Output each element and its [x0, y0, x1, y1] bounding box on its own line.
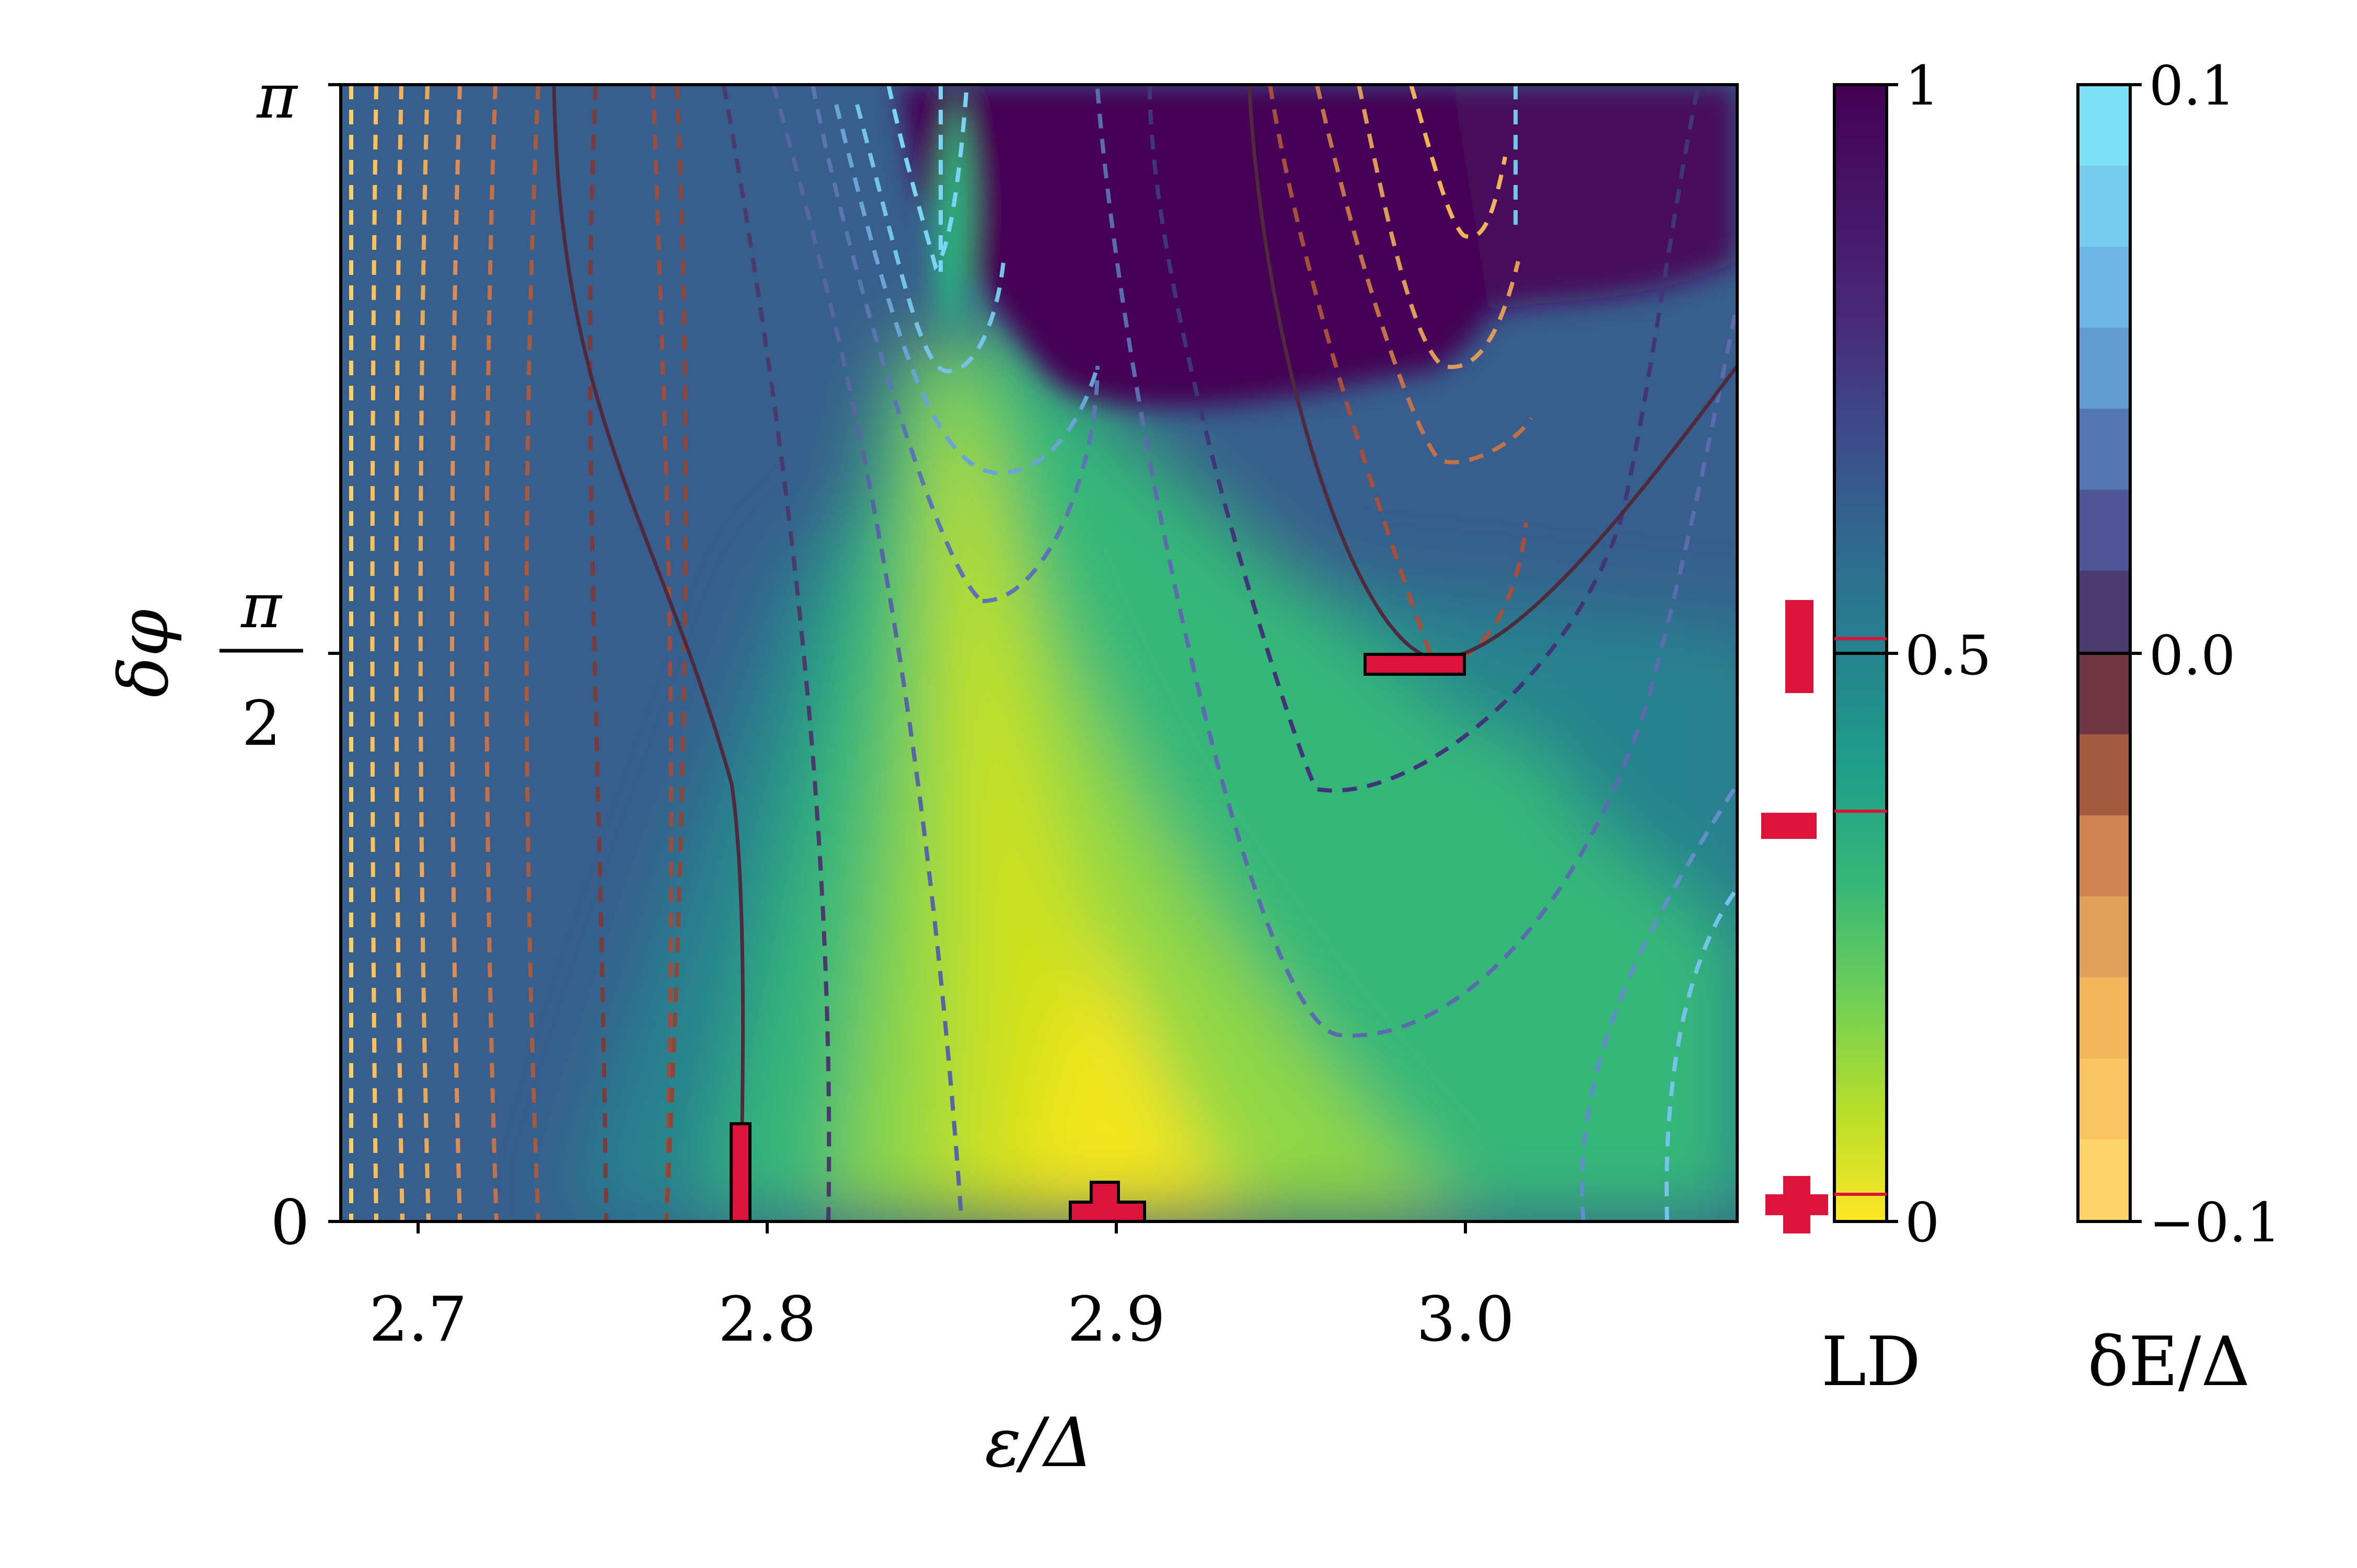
de-tick-label-2: 0.0	[2149, 624, 2235, 687]
heatmap-panel	[341, 85, 1737, 1221]
x-tick-label-1: 2.7	[369, 1283, 467, 1355]
ld-tick-label-2: 0.5	[1905, 624, 1991, 687]
x-tick-label-4: 3.0	[1416, 1283, 1515, 1355]
de-bin-9	[2078, 734, 2130, 816]
red-markers	[730, 653, 1466, 1221]
de-bin-2	[2078, 166, 2130, 247]
x-tick-label-2: 2.8	[718, 1283, 816, 1355]
y-tick-label-half-num: π	[240, 570, 283, 642]
de-tick-label-1: −0.1	[2149, 1191, 2281, 1254]
de-bin-6	[2078, 490, 2130, 571]
de-bin-5	[2078, 409, 2130, 490]
de-bin-8	[2078, 653, 2130, 735]
marker-t-shape	[1069, 1181, 1146, 1221]
side-symbol-vertical-bar	[1785, 600, 1813, 693]
x-axis-label: ε/Δ	[985, 1403, 1093, 1482]
ld-colorbar: 0 0.5 1 LD	[1821, 54, 1992, 1401]
de-bin-4	[2078, 328, 2130, 409]
marker-horizontal-bar	[1364, 653, 1466, 676]
de-bin-12	[2078, 977, 2130, 1059]
de-tick-label-3: 0.1	[2149, 54, 2235, 118]
de-bin-1	[2078, 85, 2130, 166]
de-colorbar: −0.1 0.0 0.1 δE/Δ	[2076, 54, 2281, 1401]
y-axis: 0 π π 2 δφ	[104, 60, 341, 1259]
y-tick-label-zero: 0	[270, 1186, 309, 1259]
ld-tick-label-3: 1	[1905, 54, 1939, 118]
side-symbol-plus	[1765, 1176, 1828, 1233]
y-tick-label-pi: π	[256, 60, 298, 132]
de-contours	[349, 85, 1737, 1221]
x-tick-label-3: 2.9	[1067, 1283, 1165, 1355]
side-symbols	[1761, 600, 1828, 1233]
side-symbol-minus	[1761, 813, 1817, 839]
de-bin-14	[2078, 1139, 2130, 1221]
de-bin-10	[2078, 815, 2130, 897]
y-tick-label-half-den: 2	[241, 687, 281, 759]
heatmap-field	[564, 314, 1737, 1221]
de-colorbar-label: δE/Δ	[2088, 1322, 2250, 1401]
x-axis: 2.7 2.8 2.9 3.0 ε/Δ	[369, 1221, 1515, 1482]
y-axis-label: δφ	[104, 609, 183, 697]
de-bin-3	[2078, 247, 2130, 328]
de-bin-7	[2078, 571, 2130, 653]
de-bin-11	[2078, 896, 2130, 978]
de-bin-13	[2078, 1058, 2130, 1140]
ld-tick-label-1: 0	[1905, 1191, 1939, 1254]
ld-colorbar-label: LD	[1821, 1322, 1921, 1401]
marker-vertical-bar	[730, 1122, 752, 1221]
